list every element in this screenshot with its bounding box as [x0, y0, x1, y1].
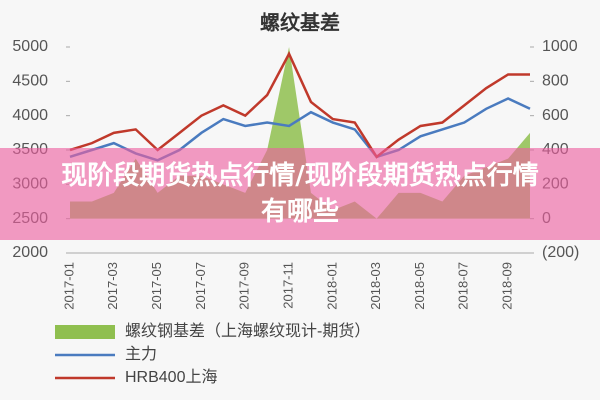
- x-tick-label: 2017-09: [237, 262, 252, 310]
- line: [69, 51, 530, 159]
- y2-tick-label: 800: [542, 73, 569, 90]
- y-tick-label: 4500: [12, 73, 48, 90]
- y2-tick-label: (200): [542, 244, 579, 261]
- y2-tick-label: 1000: [542, 38, 578, 55]
- x-tick-label: 2017-05: [149, 262, 164, 310]
- x-tick-label: 2018-05: [412, 262, 427, 310]
- x-tick-label: 2017-01: [61, 262, 76, 310]
- x-tick-label: 2018-01: [324, 262, 339, 310]
- legend-label: 螺纹钢基差（上海螺纹现计-期货）: [125, 322, 370, 340]
- y-tick-label: 5000: [12, 38, 48, 55]
- y-tick-label: 4000: [12, 107, 48, 124]
- x-tick-label: 2018-03: [368, 262, 383, 310]
- chart-title: 螺纹基差: [260, 10, 340, 34]
- y2-tick-label: 600: [542, 107, 569, 124]
- x-tick-label: 2017-03: [105, 262, 120, 310]
- legend-label: 主力: [125, 345, 157, 363]
- x-tick-label: 2017-07: [193, 262, 208, 310]
- y-tick-label: 2000: [12, 244, 48, 261]
- x-tick-label: 2018-09: [500, 262, 515, 310]
- legend-label: HRB400上海: [125, 368, 217, 386]
- banner: 现阶段期货热点行情/现阶段期货热点行情有哪些: [0, 148, 600, 240]
- x-tick-label: 2018-07: [456, 262, 471, 310]
- legend-swatch: [55, 325, 115, 339]
- banner-text: 现阶段期货热点行情/现阶段期货热点行情有哪些: [61, 161, 539, 227]
- x-tick-label: 2017-11: [280, 262, 295, 309]
